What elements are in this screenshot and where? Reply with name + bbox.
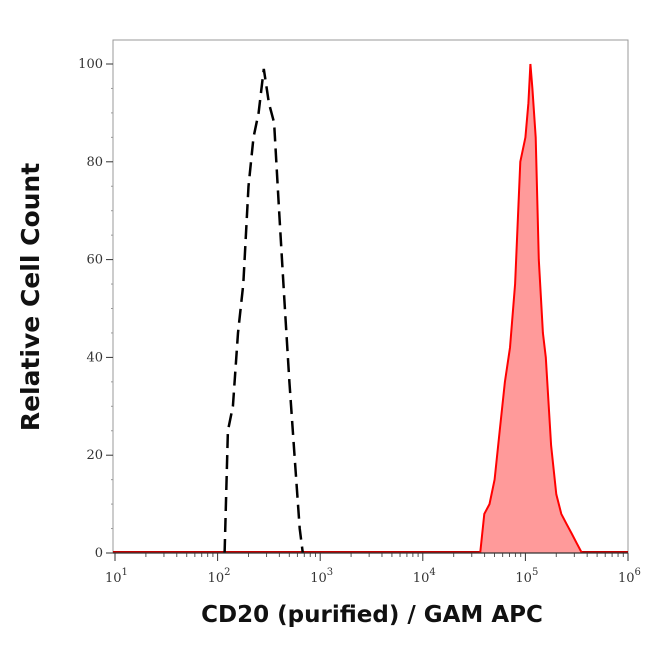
y-tick-label: 80 <box>86 155 103 170</box>
x-tick-label: 105 <box>515 567 538 586</box>
x-tick-label: 103 <box>310 567 333 586</box>
x-tick-label: 104 <box>413 567 436 586</box>
y-tick-label: 0 <box>95 546 103 561</box>
sample-histogram-fill <box>480 64 582 553</box>
y-tick-label: 100 <box>78 57 103 72</box>
y-tick-label: 40 <box>86 350 103 365</box>
x-tick-label: 102 <box>208 567 231 586</box>
x-tick-label: 106 <box>618 567 641 586</box>
y-axis-label: Relative Cell Count <box>16 163 45 431</box>
control-histogram-line <box>223 68 305 554</box>
y-tick-label: 60 <box>86 253 103 268</box>
sample-histogram-line <box>479 63 583 554</box>
x-axis-label: CD20 (purified) / GAM APC <box>201 602 543 628</box>
y-tick-label: 20 <box>86 448 103 463</box>
x-tick-label: 101 <box>105 567 128 586</box>
